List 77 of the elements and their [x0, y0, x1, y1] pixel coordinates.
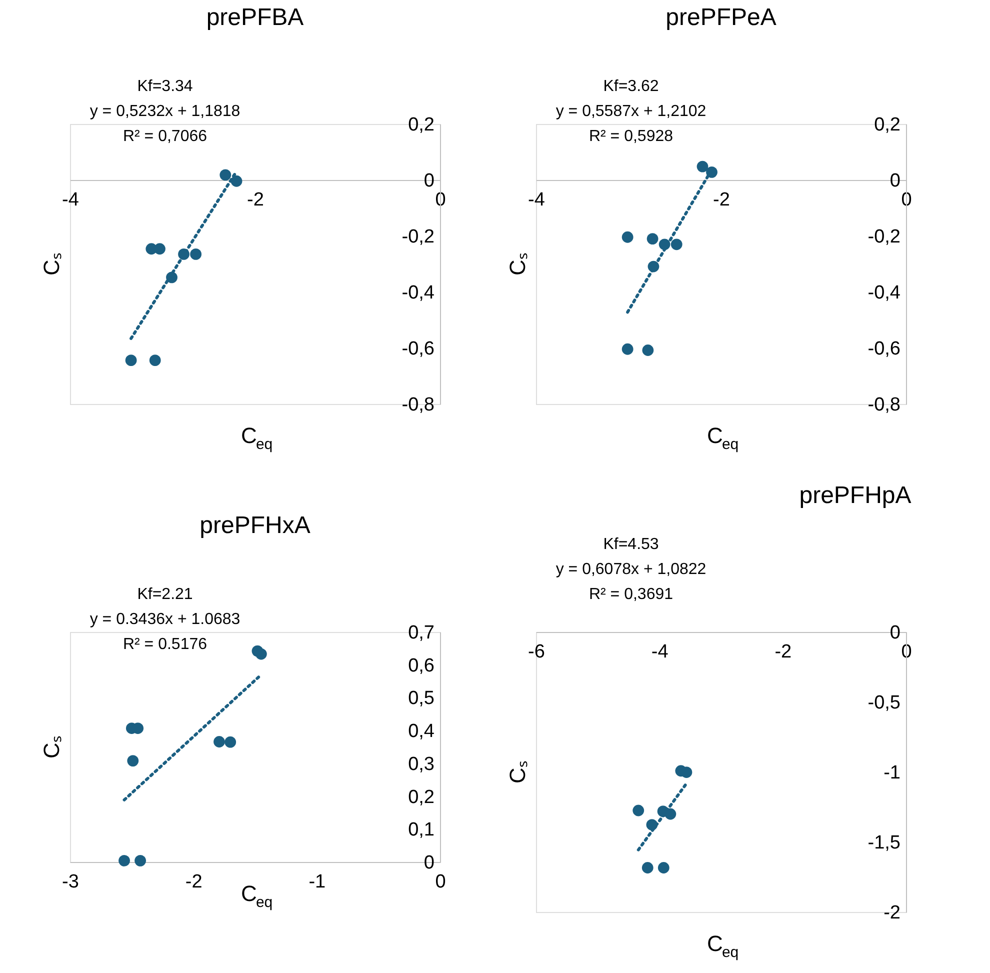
y-tick-label: 0,6: [408, 655, 434, 676]
x-tick-label: -4: [651, 642, 669, 662]
y-tick-label: -0,5: [868, 692, 900, 714]
x-tick-label: -4: [62, 190, 80, 210]
point: [646, 233, 658, 244]
point: [214, 736, 225, 748]
chart-title: prePFHxA: [200, 512, 310, 539]
y-tick-label: -0,2: [402, 226, 434, 248]
y-tick-label: 0,4: [408, 721, 435, 742]
text: y = 0,5232x + 1,1818: [90, 103, 240, 120]
y-tick-label: -0,6: [868, 338, 900, 360]
y-tick-label: 0,2: [408, 114, 434, 136]
point: [680, 766, 692, 778]
text: y = 0,5587x + 1,2102: [556, 103, 706, 120]
text: Kf=3.34: [137, 78, 193, 95]
x-tick-label: -2: [247, 190, 264, 210]
annotation: R² = 0.5176: [122, 636, 208, 653]
point: [622, 343, 634, 355]
x-tick-label: -6: [528, 642, 545, 662]
y-tick-label: -0,6: [402, 338, 434, 360]
point: [642, 862, 654, 874]
y-tick-label: -1: [884, 762, 900, 784]
y-tick-label: -0,8: [868, 394, 900, 416]
y-tick-label: 0: [424, 170, 434, 192]
y-tick-label: -0,4: [402, 282, 435, 304]
y-tick-label: 0: [424, 852, 434, 874]
point: [255, 648, 267, 660]
point: [622, 231, 634, 243]
point: [642, 344, 654, 356]
x-tick-label: -2: [774, 642, 792, 662]
y-tick-label: 0,3: [408, 754, 434, 775]
y-axis-title: Cₛ: [39, 736, 64, 758]
point: [125, 354, 137, 366]
annotation: R² = 0,7066: [122, 128, 208, 145]
point: [127, 755, 139, 766]
text: y = 0,6078x + 1,0822: [556, 561, 706, 578]
point: [632, 804, 644, 816]
x-tick-label: -2: [185, 872, 202, 892]
y-tick-label: -0,4: [868, 282, 901, 304]
y-tick-label: 0,1: [408, 820, 434, 841]
y-axis-title: Cₛ: [505, 760, 530, 784]
y-tick-label: -2: [884, 902, 900, 924]
y-tick-label: 0: [890, 170, 900, 192]
point: [154, 243, 166, 255]
point: [220, 169, 232, 181]
point: [149, 354, 161, 366]
x-tick-label: -1: [308, 872, 326, 892]
annotation: R² = 0,5928: [588, 128, 674, 145]
x-tick-label: -2: [713, 190, 730, 210]
point: [696, 160, 708, 172]
x-tick-label: -4: [528, 190, 546, 210]
text: R² = 0,3691: [588, 586, 674, 603]
x-tick-label: -3: [62, 872, 79, 892]
point: [118, 854, 130, 866]
chart-title: prePFPeA: [666, 4, 776, 31]
point: [224, 736, 236, 748]
y-tick-label: -0,8: [402, 394, 434, 416]
text: y = 0.3436x + 1.0683: [90, 611, 240, 628]
y-tick-label: 0,2: [874, 114, 900, 136]
text: Kf=3.62: [603, 78, 659, 95]
chart-title: prePFHpA: [799, 482, 912, 509]
point: [134, 854, 146, 866]
y-tick-label: 0,5: [408, 688, 434, 710]
text: Kf=2.21: [137, 586, 193, 603]
y-tick-label: -1,5: [868, 832, 900, 854]
chart-title: prePFBA: [206, 4, 304, 31]
point: [658, 862, 670, 874]
point: [230, 175, 242, 187]
y-tick-label: -0,2: [868, 226, 900, 248]
y-tick-label: 0: [890, 622, 900, 644]
text: Kf=4.53: [603, 536, 659, 553]
y-axis-title: Cₛ: [505, 252, 530, 276]
y-tick-label: 0,2: [408, 786, 434, 808]
y-axis-title: Cₛ: [39, 252, 64, 276]
y-tick-label: 0,7: [408, 622, 434, 644]
point: [190, 248, 202, 260]
point: [670, 238, 682, 250]
